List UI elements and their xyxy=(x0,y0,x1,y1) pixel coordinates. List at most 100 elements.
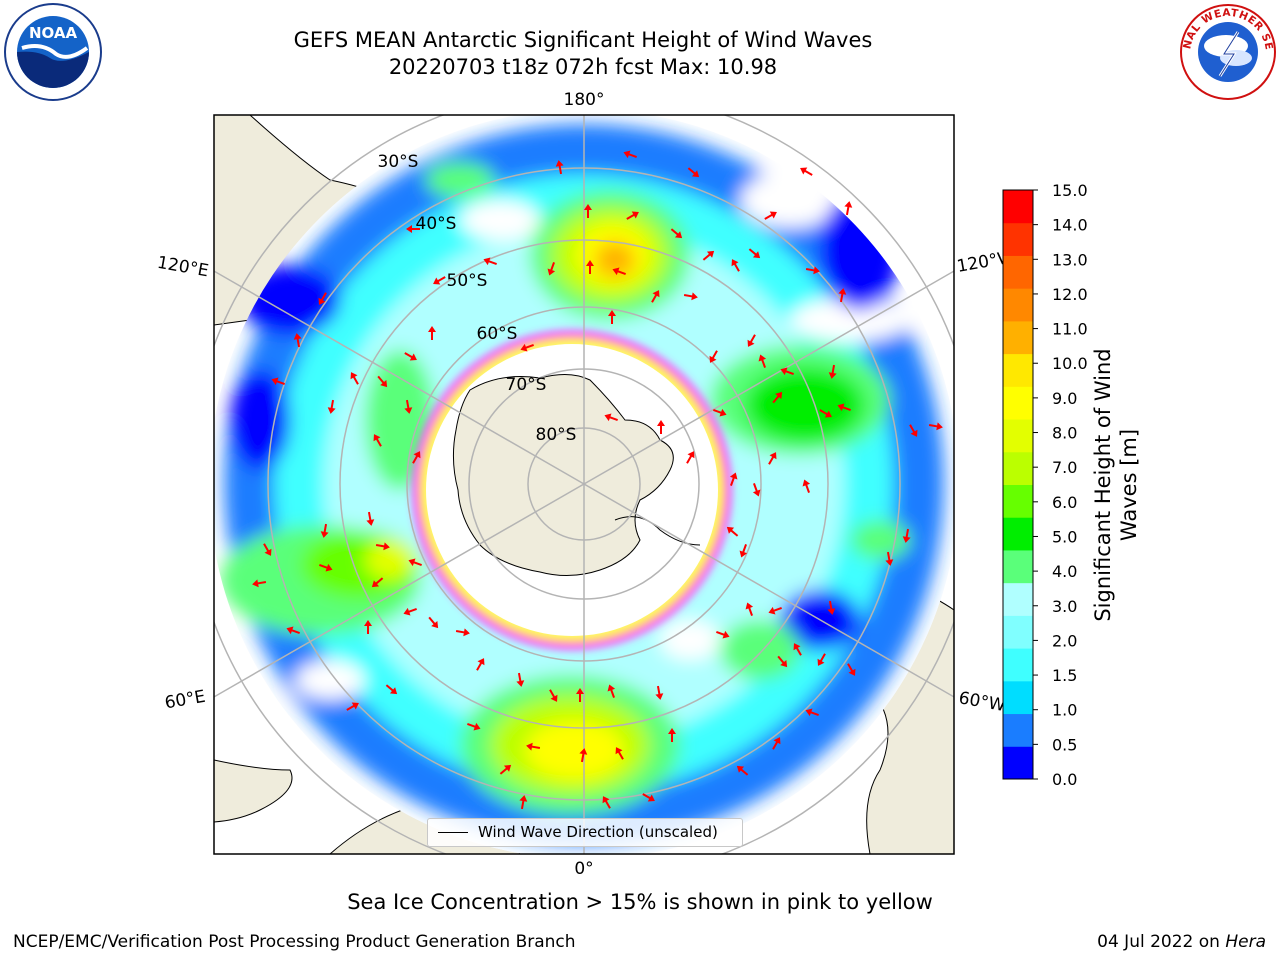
wind-wave-arrow xyxy=(412,451,421,464)
colorbar-tick-label: 2.0 xyxy=(1052,631,1077,650)
wind-wave-arrow xyxy=(371,577,384,588)
lat-label-30s: 30°S xyxy=(378,152,419,172)
credit-host: Hera xyxy=(1225,932,1266,952)
wind-wave-arrow xyxy=(668,728,676,742)
lat-label-40s: 40°S xyxy=(416,214,457,234)
colorbar-segment xyxy=(1003,419,1033,453)
colorbar-tick-label: 15.0 xyxy=(1052,181,1088,200)
colorbar-segment xyxy=(1003,615,1033,649)
colorbar-tick-label: 6.0 xyxy=(1052,493,1077,512)
graticule xyxy=(214,115,954,854)
wind-wave-arrow xyxy=(318,292,327,305)
wind-wave-arrow xyxy=(805,708,819,717)
wind-wave-arrow xyxy=(519,795,528,810)
lon-label-60e: 60°E xyxy=(163,687,207,714)
wind-wave-arrow xyxy=(768,606,782,615)
colorbar-tick-label: 12.0 xyxy=(1052,285,1088,304)
antarctica-land xyxy=(452,374,674,576)
wind-wave-arrow xyxy=(263,543,272,556)
wind-wave-arrow xyxy=(885,551,894,566)
colorbar-segment xyxy=(1003,582,1033,616)
wind-wave-arrow xyxy=(483,257,497,266)
wind-wave-arrow xyxy=(828,364,837,379)
wind-wave-arrow xyxy=(731,259,740,272)
wind-wave-arrow xyxy=(909,424,918,437)
wind-wave-arrow xyxy=(373,434,382,447)
wind-wave-arrow xyxy=(687,167,700,178)
map-legend: Wind Wave Direction (unscaled) xyxy=(427,818,743,847)
colorbar-segment xyxy=(1003,190,1033,224)
wind-wave-arrow xyxy=(800,167,813,176)
wind-wave-arrow xyxy=(626,211,639,220)
wind-wave-arrow xyxy=(576,688,584,702)
lon-label-0: 0° xyxy=(574,859,593,879)
colorbar-tick-label: 1.0 xyxy=(1052,701,1077,720)
lat-label-70s: 70°S xyxy=(506,375,547,395)
wind-wave-arrow xyxy=(615,747,624,760)
colorbar-segment xyxy=(1003,222,1033,256)
wind-wave-arrow xyxy=(377,375,388,388)
wind-wave-arrow xyxy=(847,663,856,676)
wind-wave-arrow xyxy=(777,655,788,668)
wind-wave-arrow xyxy=(428,616,439,629)
wind-wave-arrow xyxy=(805,266,820,275)
wind-wave-arrow xyxy=(802,479,811,493)
wind-wave-arrow xyxy=(655,685,664,700)
wind-wave-arrow xyxy=(586,260,594,274)
wind-wave-arrow xyxy=(729,472,738,486)
lon-label-180: 180° xyxy=(564,90,605,110)
colorbar-segment xyxy=(1003,288,1033,322)
wind-wave-arrow xyxy=(758,354,767,368)
wind-wave-arrow xyxy=(670,228,683,239)
noaa-logo: NOAA xyxy=(2,2,104,106)
colorbar-segment xyxy=(1003,484,1033,518)
colorbar-segment xyxy=(1003,255,1033,289)
wind-wave-arrow xyxy=(366,511,375,526)
wind-wave-arrow xyxy=(555,160,564,175)
colorbar-segment xyxy=(1003,353,1033,387)
wind-wave-arrow xyxy=(406,225,420,233)
wind-wave-arrow xyxy=(683,292,698,301)
colorbar-segment xyxy=(1003,320,1033,355)
wind-wave-arrow xyxy=(428,326,436,340)
wind-wave-arrow xyxy=(404,352,417,361)
wind-wave-arrow xyxy=(819,409,832,418)
wind-wave-arrow xyxy=(375,542,390,551)
wind-wave-arrow xyxy=(844,201,853,216)
colorbar-frame xyxy=(1002,189,1034,780)
wind-wave-arrow xyxy=(748,248,761,259)
colorbar-tick-label: 0.5 xyxy=(1052,735,1077,754)
colorbar-tick-label: 0.0 xyxy=(1052,770,1077,789)
wind-wave-arrow xyxy=(772,737,781,750)
wind-wave-arrow xyxy=(516,672,525,687)
colorbar-tick-label: 10.0 xyxy=(1052,354,1088,373)
wind-wave-arrow xyxy=(768,452,777,465)
colorbar-segment xyxy=(1003,451,1033,485)
colorbar-tick-label: 5.0 xyxy=(1052,527,1077,546)
noaa-logo-text: NOAA xyxy=(29,24,78,42)
wind-wave-arrow xyxy=(709,350,718,363)
wind-wave-arrow xyxy=(404,399,413,414)
colorbar: 0.0 0.5 1.0 1.5 2.0 3.0 4.0 5.0 6.0 7.0 8.0 9.0 10.0… xyxy=(1002,181,1088,789)
lat-label-80s: 80°S xyxy=(536,425,577,445)
wind-wave-arrow xyxy=(604,413,618,422)
colorbar-segment xyxy=(1003,386,1033,420)
colorbar-tick-label: 1.5 xyxy=(1052,666,1077,685)
wind-wave-arrow xyxy=(526,742,541,751)
nws-logo: NATIONAL WEATHER SERVICE xyxy=(1173,0,1278,106)
colorbar-segment xyxy=(1003,713,1033,747)
wind-wave-arrow xyxy=(623,150,637,159)
wind-wave-arrow xyxy=(602,796,611,809)
lon-label-60w: 60°W xyxy=(957,688,1007,716)
wind-wave-arrow xyxy=(271,377,285,386)
colorbar-tick-label: 13.0 xyxy=(1052,250,1088,269)
wind-wave-arrow xyxy=(499,764,512,775)
wind-wave-arrow xyxy=(327,399,336,414)
wind-wave-arrow xyxy=(726,526,739,537)
wind-wave-arrow xyxy=(793,643,802,656)
legend-label: Wind Wave Direction (unscaled) xyxy=(478,823,718,841)
wind-wave-arrow xyxy=(608,310,616,324)
wind-wave-arrow xyxy=(739,544,748,558)
wind-wave-arrow xyxy=(385,684,398,695)
